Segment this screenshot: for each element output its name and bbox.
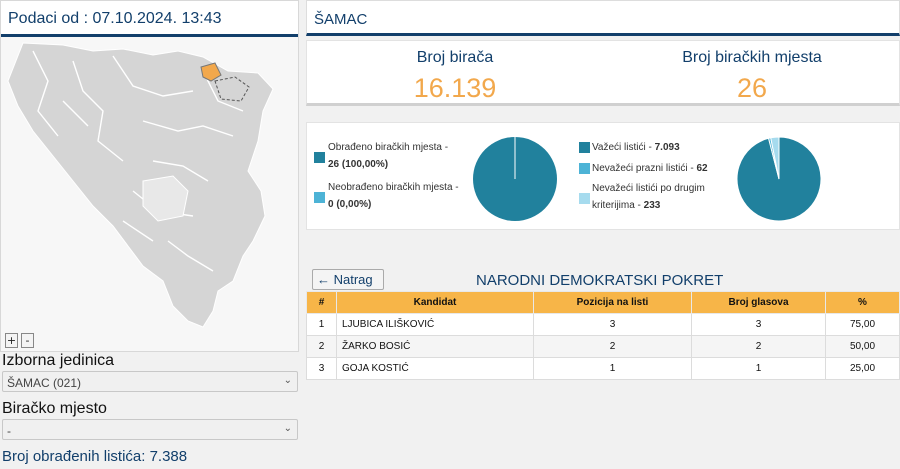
legend-swatch	[579, 193, 590, 204]
processed-ballots: Broj obrađenih listića: 7.388	[2, 448, 188, 465]
back-button[interactable]: ← Natrag	[312, 269, 384, 290]
bih-map[interactable]	[3, 41, 297, 331]
voters-label: Broj birača	[416, 49, 494, 66]
legend-swatch	[579, 163, 590, 174]
stations-label: Broj biračkih mjesta	[682, 49, 822, 66]
date-header: Podaci od : 07.10.2024. 13:43	[1, 1, 298, 37]
col-number: #	[306, 291, 337, 314]
legend-invalid-other: Nevažeći listići po drugim kriterijima -…	[592, 183, 705, 211]
table-row: 1 LJUBICA ILIŠKOVIĆ 3 3 75,00	[306, 313, 900, 336]
pies-panel: Obrađeno biračkih mjesta - 26 (100,00%) …	[306, 122, 900, 230]
legend-swatch	[579, 142, 590, 153]
table-row: 3 GOJA KOSTIĆ 1 1 25,00	[306, 357, 900, 380]
left-column: Podaci od : 07.10.2024. 13:43 + - Izborn…	[0, 0, 300, 469]
stats-panel: Broj birača 16.139 Broj biračkih mjesta …	[306, 40, 900, 106]
stations-value: 26	[736, 73, 768, 103]
station-select-value: -	[7, 424, 11, 438]
pie-slice	[770, 136, 780, 180]
party-title: NARODNI DEMOKRATSKI POKRET	[476, 272, 724, 289]
pie-stations	[473, 137, 557, 221]
arrow-left-icon: ←	[317, 272, 330, 287]
legend-processed: Obrađeno biračkih mjesta - 26 (100,00%)	[328, 142, 449, 170]
chevron-down-icon: ⌄	[283, 423, 292, 434]
col-position: Pozicija na listi	[533, 291, 692, 314]
zoom-out-button[interactable]: -	[21, 333, 34, 348]
col-candidate: Kandidat	[336, 291, 534, 314]
legend-invalid-empty: Nevažeći prazni listići - 62	[592, 163, 708, 174]
zoom-in-button[interactable]: +	[5, 333, 18, 348]
legend-swatch	[314, 192, 325, 203]
station-label: Biračko mjesto	[2, 400, 107, 417]
table-header-row: # Kandidat Pozicija na listi Broj glasov…	[306, 291, 900, 314]
unit-label: Izborna jedinica	[2, 352, 115, 369]
col-percent: %	[825, 291, 900, 314]
legend-swatch	[314, 152, 325, 163]
municipality-title: ŠAMAC	[306, 0, 900, 36]
voters-value: 16.139	[413, 73, 497, 103]
table-row: 2 ŽARKO BOSIĆ 2 2 50,00	[306, 335, 900, 358]
unit-select[interactable]: ŠAMAC (021) ⌄	[2, 371, 298, 392]
chevron-down-icon: ⌄	[283, 375, 292, 386]
col-votes: Broj glasova	[691, 291, 826, 314]
map-panel: Podaci od : 07.10.2024. 13:43 + -	[0, 0, 299, 352]
station-select[interactable]: - ⌄	[2, 419, 298, 440]
legend-unprocessed: Neobrađeno biračkih mjesta - 0 (0,00%)	[328, 182, 459, 210]
pie-ballots	[736, 136, 822, 222]
candidates-table: # Kandidat Pozicija na listi Broj glasov…	[306, 291, 900, 380]
unit-select-value: ŠAMAC (021)	[7, 376, 82, 390]
legend-valid: Važeći listići - 7.093	[592, 142, 680, 153]
